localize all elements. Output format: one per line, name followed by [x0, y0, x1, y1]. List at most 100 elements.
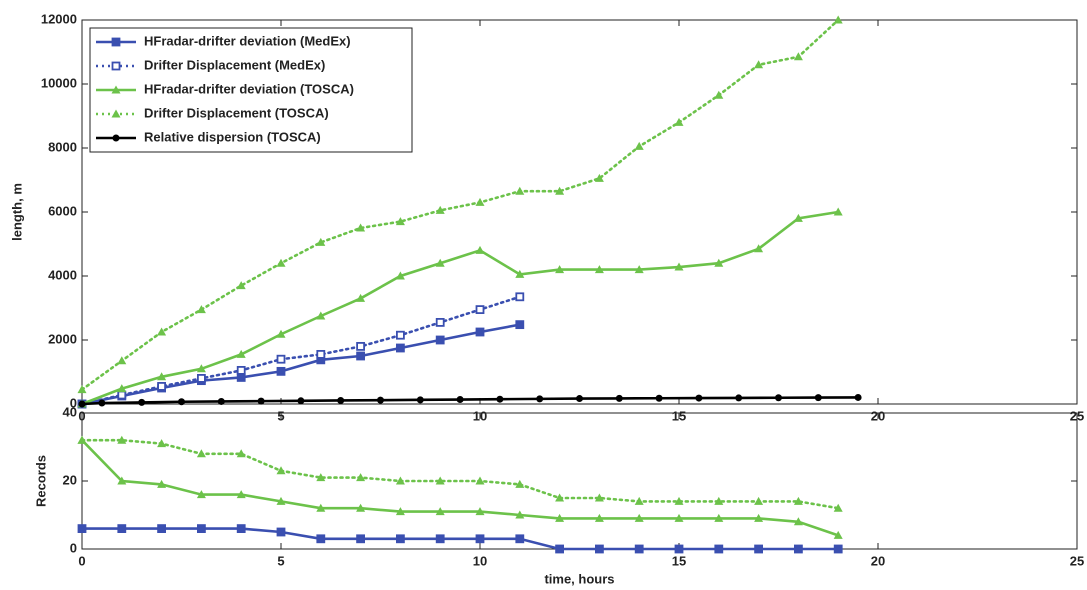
- marker: [754, 496, 764, 505]
- marker: [435, 317, 445, 327]
- marker: [157, 381, 167, 391]
- marker: [475, 534, 485, 544]
- marker: [833, 503, 843, 512]
- series-line: [80, 295, 522, 406]
- series-line: [80, 527, 840, 551]
- marker: [236, 365, 246, 375]
- marker: [117, 384, 127, 393]
- marker: [157, 327, 167, 336]
- marker: [77, 385, 87, 394]
- marker: [337, 396, 345, 404]
- marker: [655, 394, 663, 402]
- marker: [356, 223, 366, 232]
- marker: [236, 490, 246, 499]
- y-tick-label: 40: [63, 404, 77, 419]
- marker: [316, 237, 326, 246]
- marker: [515, 186, 525, 195]
- marker: [475, 245, 485, 254]
- marker: [77, 435, 87, 444]
- legend-box: [89, 27, 413, 153]
- marker: [178, 398, 185, 406]
- marker: [714, 90, 724, 99]
- marker: [594, 493, 604, 502]
- marker: [695, 394, 703, 402]
- marker: [416, 396, 424, 404]
- x-tick-label: 15: [672, 553, 686, 568]
- marker: [316, 473, 326, 482]
- marker: [674, 262, 684, 271]
- marker: [276, 527, 286, 537]
- x-tick-label: 10: [473, 553, 487, 568]
- legend-label: Drifter Displacement (TOSCA): [144, 105, 329, 120]
- marker: [674, 513, 684, 522]
- marker: [395, 271, 405, 280]
- marker: [775, 394, 782, 402]
- marker: [112, 134, 120, 142]
- x-tick-label: 0: [78, 553, 85, 568]
- marker: [117, 524, 127, 533]
- marker: [833, 530, 843, 539]
- marker: [316, 349, 326, 359]
- y-tick-label: 8000: [48, 139, 77, 154]
- marker: [793, 496, 803, 505]
- legend-label: Drifter Displacement (MedEx): [144, 57, 325, 72]
- marker: [111, 61, 121, 71]
- marker: [236, 281, 246, 290]
- y-tick-label: 10000: [41, 75, 77, 90]
- series-line: [80, 210, 840, 406]
- marker: [833, 544, 843, 554]
- marker: [111, 109, 121, 118]
- marker: [735, 394, 743, 402]
- marker: [236, 524, 246, 533]
- marker: [714, 496, 724, 505]
- y-tick-label: 12000: [41, 11, 77, 26]
- marker: [98, 399, 106, 407]
- marker: [356, 351, 366, 361]
- marker: [555, 544, 564, 554]
- marker: [515, 320, 525, 330]
- marker: [196, 373, 206, 383]
- marker: [475, 305, 485, 315]
- marker: [634, 141, 644, 150]
- marker: [555, 186, 565, 195]
- marker: [615, 394, 623, 402]
- marker: [754, 513, 764, 522]
- marker: [217, 397, 225, 405]
- marker: [754, 60, 764, 69]
- marker: [297, 397, 305, 405]
- marker: [634, 544, 644, 554]
- marker: [793, 52, 803, 61]
- marker: [395, 476, 405, 485]
- marker: [276, 496, 286, 505]
- marker: [833, 207, 843, 216]
- y-axis-label: Records: [33, 455, 48, 507]
- marker: [395, 534, 405, 544]
- marker: [536, 395, 544, 403]
- marker: [395, 343, 405, 353]
- marker: [714, 258, 724, 267]
- legend-label: HFradar-drifter deviation (TOSCA): [144, 81, 354, 96]
- marker: [674, 544, 684, 554]
- marker: [814, 394, 822, 402]
- marker: [395, 217, 405, 226]
- series-line: [80, 18, 840, 391]
- marker: [377, 396, 384, 404]
- marker: [674, 496, 684, 505]
- marker: [316, 503, 326, 512]
- marker: [236, 449, 246, 458]
- marker: [754, 244, 764, 253]
- marker: [475, 507, 485, 516]
- marker: [395, 330, 405, 340]
- marker: [475, 197, 485, 206]
- marker: [276, 466, 286, 475]
- marker: [634, 513, 644, 522]
- series-line: [80, 438, 840, 537]
- marker: [555, 493, 565, 502]
- marker: [196, 524, 206, 533]
- legend: HFradar-drifter deviation (MedEx) Drifter…: [89, 27, 413, 153]
- marker: [276, 329, 286, 338]
- marker: [435, 258, 445, 267]
- marker: [674, 117, 684, 126]
- marker: [257, 397, 265, 405]
